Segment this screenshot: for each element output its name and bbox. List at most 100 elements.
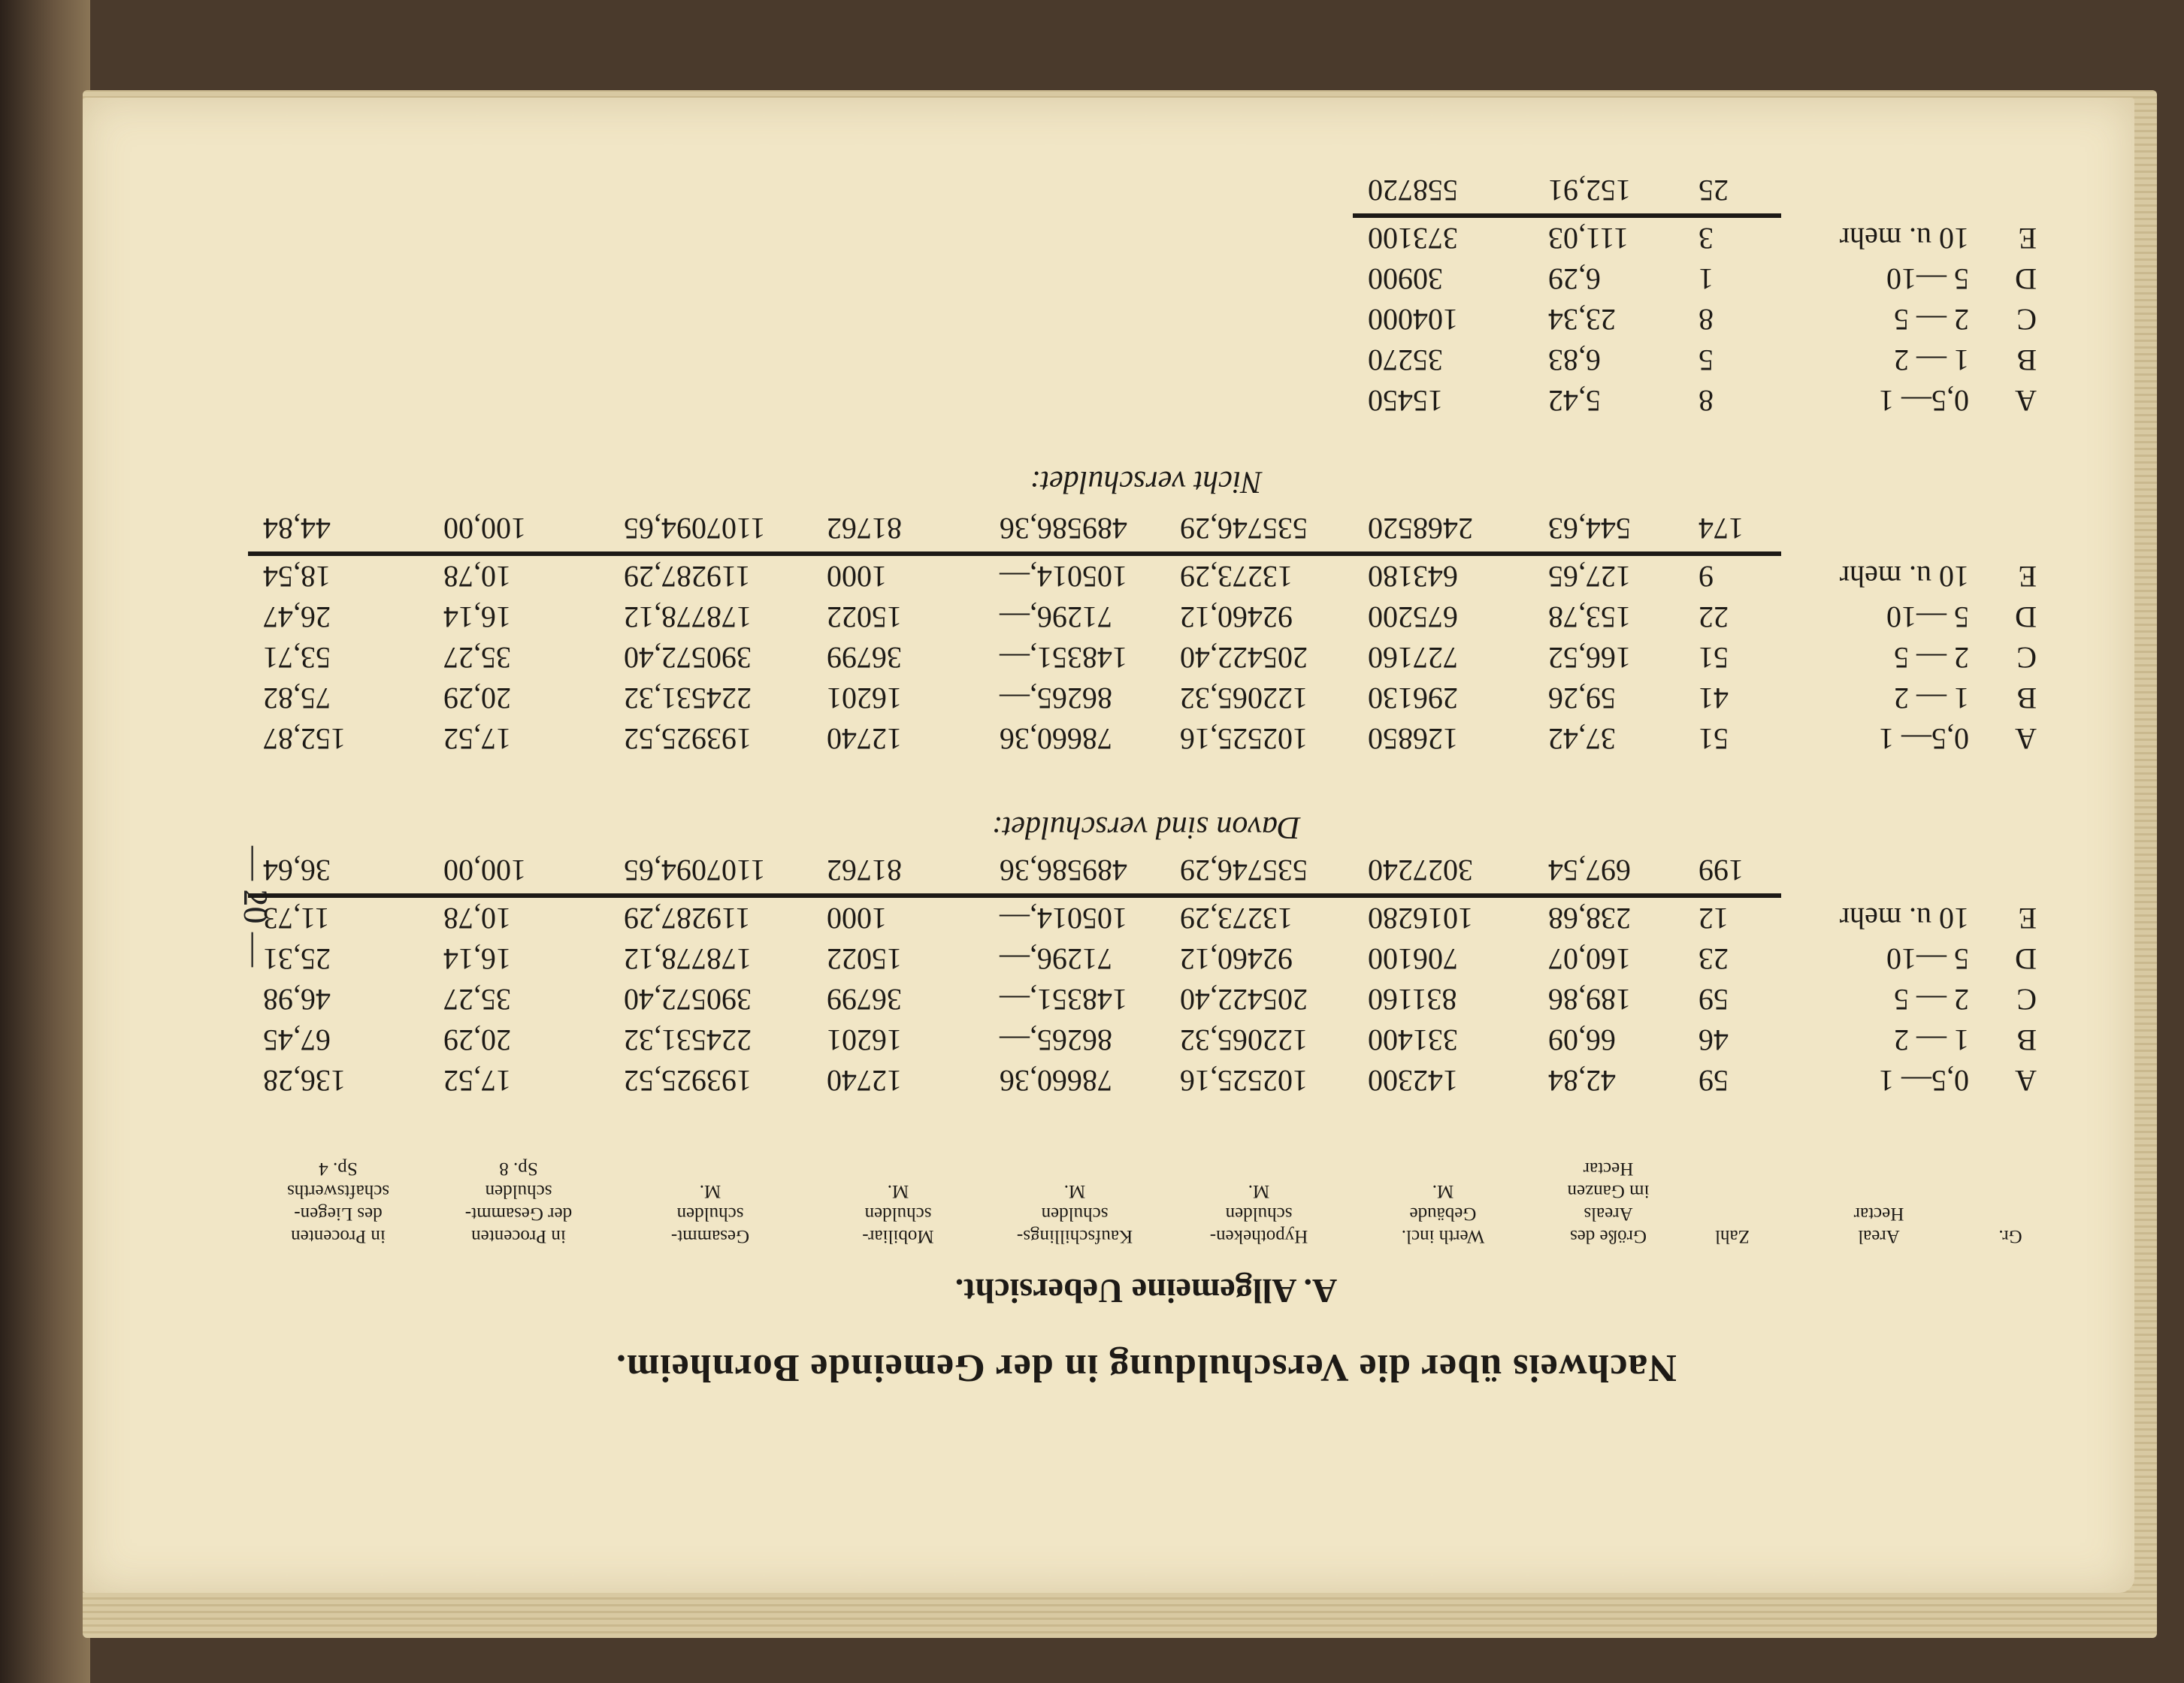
book-spine	[0, 0, 90, 1683]
table-cell	[985, 299, 1165, 340]
table-cell: 238,68	[1548, 902, 1631, 935]
table-cell: 78660,36	[1000, 722, 1112, 756]
table-cell: 12	[1698, 902, 1729, 935]
table-cell: E	[2018, 560, 2037, 594]
table-cell: 3	[1698, 222, 1714, 255]
table-cell: 142300	[1368, 1064, 1458, 1098]
table-cell: 390572,40	[624, 641, 752, 675]
table-cell: C	[2016, 641, 2037, 675]
book-page: — 20 —	[83, 98, 2134, 1593]
table-cell: 102525,16	[1180, 722, 1308, 756]
table-cell: C	[2016, 983, 2037, 1017]
table-cell: 535746,29	[1165, 508, 1353, 556]
table-cell: 92460,12	[1180, 600, 1293, 634]
table-cell	[428, 170, 609, 218]
table-cell	[1165, 170, 1353, 218]
table-cell: 105014,—	[1000, 560, 1127, 594]
table-cell: 10,78	[443, 560, 511, 594]
table-cell: 20,29	[443, 1023, 511, 1057]
table-cell: 18,54	[263, 560, 331, 594]
column-header: Mobiliar- schulden M.	[862, 1181, 934, 1246]
table-cell: 46	[1698, 1023, 1729, 1057]
table-cell	[1781, 508, 1977, 556]
table-cell: 122065,32	[1180, 1023, 1308, 1057]
table-header: Gr. Areal Hectar Zahl Größe des Areals im G…	[248, 1157, 2044, 1247]
table-cell: 1 — 2	[1894, 681, 1969, 715]
table-cell: A	[2015, 722, 2037, 756]
table-cell: 1	[1698, 262, 1714, 296]
table-cell: 727160	[1368, 641, 1458, 675]
table-cell	[248, 258, 428, 299]
table-cell: 205422,40	[1180, 641, 1308, 675]
table-cell: 10 u. mehr	[1839, 902, 1969, 935]
table-cell	[248, 218, 428, 258]
table-cell: 81762	[812, 508, 985, 556]
section-heading-nicht-verschuldet: Nicht verschuldet:	[1030, 464, 1263, 499]
table-cell: 174	[1683, 508, 1781, 556]
rotated-table-content: Nachweis über die Verschuldung in der Ge…	[248, 150, 2044, 1397]
table-cell: 59	[1698, 983, 1729, 1017]
table-cell	[609, 340, 812, 380]
table-cell: 126850	[1368, 722, 1458, 756]
table-cell: 36799	[827, 641, 902, 675]
table-cell: 1000	[827, 902, 887, 935]
table-cell: 160,07	[1548, 942, 1631, 976]
table-cell: 15022	[827, 942, 902, 976]
table-cell: 224531,32	[624, 681, 752, 715]
table-cell	[985, 170, 1165, 218]
table-cell: 13273,29	[1180, 902, 1293, 935]
table-cell	[1165, 258, 1353, 299]
table-cell: 104000	[1368, 303, 1458, 337]
table-cell: 23	[1698, 942, 1729, 976]
table-cell: 390572,40	[624, 983, 752, 1017]
table-cell: 0,5— 1	[1879, 722, 1969, 756]
table-cell: 224531,32	[624, 1023, 752, 1057]
table-cell: 119287,29	[624, 902, 751, 935]
table-cell: 10,78	[443, 902, 511, 935]
table-cell: 5 —10	[1886, 262, 1969, 296]
table-cell: 122065,32	[1180, 681, 1308, 715]
table-cell: 10 u. mehr	[1839, 222, 1969, 255]
table-cell: 489586,36	[985, 508, 1165, 556]
table-cell: 44,84	[248, 508, 428, 556]
table-cell: 119287,29	[624, 560, 751, 594]
table-cell	[609, 218, 812, 258]
table-cell: 15022	[827, 600, 902, 634]
table-cell	[812, 340, 985, 380]
table-cell	[812, 218, 985, 258]
table-cell: 16201	[827, 1023, 902, 1057]
table-cell: 189,86	[1548, 983, 1631, 1017]
table-cell	[812, 299, 985, 340]
table-cell	[248, 299, 428, 340]
table-cell: 193925,52	[624, 722, 752, 756]
table-cell: E	[2018, 222, 2037, 255]
table-cell: 15450	[1368, 384, 1443, 418]
table-cell: 8	[1698, 303, 1714, 337]
table-cell: 102525,16	[1180, 1064, 1308, 1098]
table-cell: 25	[1683, 170, 1781, 218]
table-cell: 111,03	[1548, 222, 1629, 255]
table-cell: 17,52	[443, 1064, 511, 1098]
section-heading-verschuldet: Davon sind verschuldet:	[991, 810, 1301, 845]
table-cell: 2 — 5	[1894, 641, 1969, 675]
table-section-verschuldet: A 0,5— 1 51 37,42 126850 102525,16 78660,36 127…	[248, 508, 2044, 759]
table-cell: 37,42	[1548, 722, 1616, 756]
table-cell: 2468520	[1353, 508, 1533, 556]
column-header: Werth incl. Gebäude M.	[1401, 1181, 1485, 1246]
table-cell	[985, 340, 1165, 380]
table-cell: 59	[1698, 1064, 1729, 1098]
table-cell: 35,27	[443, 983, 511, 1017]
table-cell: 46,98	[263, 983, 331, 1017]
table-cell: 67,45	[263, 1023, 331, 1057]
table-section-nicht-verschuldet: A 0,5— 1 8 5,42 15450 B 1 — 2 5 6,83 35270 C 2 — 5 8…	[248, 170, 2044, 421]
table-cell: 296130	[1368, 681, 1458, 715]
table-cell: 22	[1698, 600, 1729, 634]
column-header: Hypotheken- schulden M.	[1209, 1181, 1308, 1246]
table-cell: A	[2015, 384, 2037, 418]
table-cell: 148351,—	[1000, 641, 1127, 675]
table-cell: A	[2015, 1064, 2037, 1098]
table-cell: 2 — 5	[1894, 983, 1969, 1017]
table-cell: 178778,12	[624, 942, 752, 976]
table-cell	[1165, 218, 1353, 258]
table-cell	[248, 170, 428, 218]
